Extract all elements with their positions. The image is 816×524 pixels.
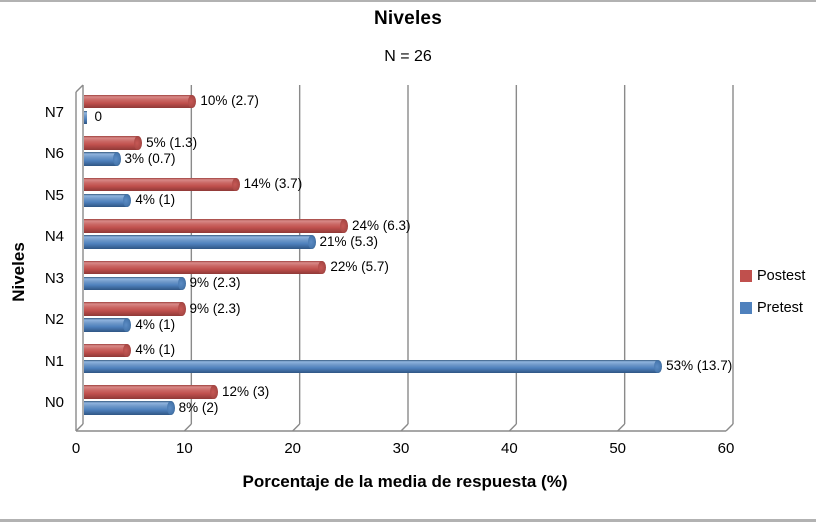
bar-label-postest-n3: 22% (5.7) (330, 259, 389, 274)
bar-end-cap (123, 193, 132, 207)
bar-label-postest-n2: 9% (2.3) (189, 300, 241, 316)
chart-subtitle: N = 26 (384, 48, 432, 65)
bar-end-cap (123, 343, 132, 357)
legend: Postest Pretest (740, 265, 805, 329)
bar-label-pretest-n0: 8% (2) (178, 399, 219, 415)
bar-pretest-n5 (84, 193, 132, 207)
bar-pretest-n7 (84, 110, 87, 124)
bar-postest-n5 (84, 177, 240, 191)
legend-label-pretest: Pretest (757, 300, 803, 316)
postest-swatch-icon (740, 270, 752, 282)
bar-pretest-n3 (84, 276, 186, 290)
bottom-divider (0, 519, 816, 522)
legend-label-postest: Postest (757, 268, 806, 284)
category-label-n2: N2 (44, 311, 64, 328)
bar-end-cap (177, 302, 186, 316)
category-label-n3: N3 (44, 269, 64, 287)
legend-item-pretest: Pretest (740, 297, 805, 319)
x-tick-label-60: 60 (717, 440, 735, 457)
pretest-swatch-icon (740, 302, 752, 314)
bar-label-postest-n4: 24% (6.3) (352, 217, 411, 233)
bar-end-cap (123, 318, 132, 332)
x-tick-label-10: 10 (175, 440, 193, 457)
bar-label-postest-n0: 12% (3) (222, 383, 270, 399)
x-tick-label-40: 40 (500, 440, 518, 457)
bar-postest-n0 (84, 385, 218, 399)
bar-label-pretest-n4: 21% (5.3) (319, 233, 379, 249)
bar-postest-n2 (84, 302, 186, 316)
bar-label-postest-n1: 4% (1) (135, 342, 176, 357)
category-label-n1: N1 (44, 352, 64, 370)
bar-label-pretest-n2: 4% (1) (135, 316, 176, 332)
x-tick-label-30: 30 (392, 440, 410, 457)
bar-pretest-n4 (84, 235, 316, 249)
bar-label-pretest-n7: 0 (94, 109, 103, 124)
x-tick-label-0: 0 (71, 440, 81, 457)
category-label-n6: N6 (44, 145, 64, 162)
bar-end-cap (210, 385, 218, 399)
bar-label-pretest-n5: 4% (1) (135, 192, 176, 207)
category-label-n7: N7 (44, 103, 64, 121)
bar-pretest-n0 (84, 401, 175, 415)
x-axis-title: Porcentaje de la media de respuesta (%) (242, 472, 568, 491)
top-divider (0, 0, 816, 2)
bar-end-cap (654, 359, 663, 373)
bar-label-postest-n6: 5% (1.3) (146, 134, 198, 150)
bar-postest-n1 (84, 343, 132, 357)
bar-pretest-n6 (84, 152, 121, 166)
bar-end-cap (231, 177, 240, 191)
bar-end-cap (318, 260, 327, 274)
bar-postest-n7 (84, 94, 197, 108)
bar-label-postest-n7: 10% (2.7) (200, 93, 259, 108)
bar-end-cap (177, 276, 186, 290)
bar-postest-n4 (84, 219, 348, 233)
bar-end-cap (166, 401, 175, 415)
bar-end-cap (112, 152, 121, 166)
chart-title: Niveles (374, 8, 442, 29)
bar-label-pretest-n1: 53% (13.7) (666, 358, 733, 373)
bar-postest-n3 (84, 260, 327, 274)
x-tick-label-50: 50 (609, 440, 626, 457)
legend-item-postest: Postest (740, 265, 805, 287)
bar-label-pretest-n6: 3% (0.7) (124, 150, 176, 166)
bar-end-cap (134, 136, 143, 150)
bar-end-cap (340, 219, 348, 233)
bar-pretest-n2 (84, 318, 132, 332)
category-label-n5: N5 (44, 186, 64, 204)
bar-end-cap (307, 235, 316, 249)
bar-postest-n6 (84, 136, 143, 150)
bar-label-pretest-n3: 9% (2.3) (189, 275, 241, 290)
bar-label-postest-n5: 14% (3.7) (243, 176, 303, 191)
category-label-n4: N4 (44, 228, 64, 245)
x-tick-label-20: 20 (284, 440, 301, 457)
bar-end-cap (188, 94, 197, 108)
bar-pretest-n1 (84, 359, 663, 373)
category-label-n0: N0 (44, 394, 64, 411)
